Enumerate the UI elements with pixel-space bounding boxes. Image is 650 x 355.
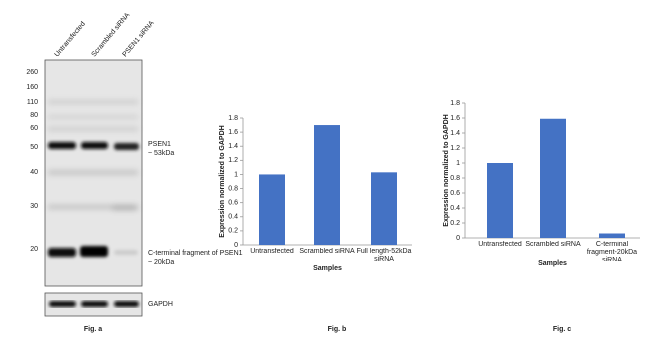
y-tick-label: 0.8 bbox=[228, 185, 238, 192]
x-tick-label: Full length-52kDa siRNA bbox=[356, 248, 412, 263]
x-tick-label: Untransfected bbox=[478, 241, 522, 248]
y-tick-label: 0.6 bbox=[228, 200, 238, 207]
y-axis-title: Expression normalized to GAPDH bbox=[443, 114, 450, 226]
x-tick-label-box: Full length-52kDa siRNA bbox=[356, 248, 412, 263]
band-label: ~ 53kDa bbox=[148, 150, 174, 157]
y-axis-title: Expression normalized to GAPDH bbox=[219, 125, 226, 237]
y-tick-label: 1.2 bbox=[450, 145, 460, 152]
psen1-bands bbox=[48, 142, 139, 257]
x-axis-title: Samples bbox=[538, 260, 567, 267]
y-tick-label: 0.4 bbox=[450, 205, 460, 212]
marker-label: 110 bbox=[27, 99, 38, 106]
bar bbox=[259, 174, 285, 245]
band-label: PSEN1 bbox=[148, 141, 171, 148]
western-blot: Untransfected Scrambled siRNA PSEN1 siRN… bbox=[44, 11, 243, 333]
y-tick-label: 1.4 bbox=[228, 143, 238, 150]
y-tick-label: 1.8 bbox=[228, 115, 238, 122]
x-tick-label: Scrambled siRNA bbox=[299, 248, 355, 255]
figure-caption: Fig. c bbox=[553, 326, 571, 333]
lane-label: PSEN1 siRNA bbox=[122, 19, 156, 58]
band-label: C-terminal fragment of PSEN1 bbox=[148, 250, 243, 257]
x-tick-label: Untransfected bbox=[250, 248, 294, 255]
y-tick-label: 0 bbox=[456, 235, 460, 242]
bar bbox=[314, 125, 340, 245]
bar bbox=[487, 163, 513, 238]
marker-label: 60 bbox=[30, 125, 38, 132]
faint-bands bbox=[48, 100, 138, 210]
marker-label: 30 bbox=[30, 203, 38, 210]
y-tick-label: 0 bbox=[234, 242, 238, 249]
y-tick-label: 0.4 bbox=[228, 214, 238, 221]
lane-label: Untransfected bbox=[54, 21, 87, 59]
x-tick-label: Scrambled siRNA bbox=[525, 241, 581, 248]
y-tick-label: 1.8 bbox=[450, 100, 460, 107]
x-axis-title: Samples bbox=[313, 265, 342, 272]
x-tick-label-box: Untransfected bbox=[250, 248, 294, 255]
gapdh-bands bbox=[49, 301, 139, 307]
y-tick-label: 0.8 bbox=[450, 175, 460, 182]
y-tick-label: 1.4 bbox=[450, 130, 460, 137]
marker-label: 40 bbox=[30, 169, 38, 176]
y-tick-label: 0.2 bbox=[228, 228, 238, 235]
figure-caption: Fig. b bbox=[328, 326, 347, 333]
x-tick-label-box: Scrambled siRNA bbox=[525, 241, 581, 248]
y-tick-label: 0.2 bbox=[450, 220, 460, 227]
x-tick-label-box: Untransfected bbox=[478, 241, 522, 248]
bar bbox=[371, 172, 397, 245]
marker-label: 50 bbox=[30, 144, 38, 151]
marker-label: 80 bbox=[30, 112, 38, 119]
x-tick-label: C-terminal fragment-20kDa siRNA bbox=[586, 241, 638, 261]
band-label: GAPDH bbox=[148, 301, 173, 308]
marker-label: 260 bbox=[26, 69, 38, 76]
band-label: ~ 20kDa bbox=[148, 259, 174, 266]
marker-label: 160 bbox=[26, 84, 38, 91]
y-tick-label: 1.6 bbox=[450, 115, 460, 122]
x-tick-label-box: C-terminal fragment-20kDa siRNA bbox=[586, 241, 638, 261]
y-tick-label: 1 bbox=[234, 171, 238, 178]
y-tick-label: 1.6 bbox=[228, 129, 238, 136]
y-tick-label: 0.6 bbox=[450, 190, 460, 197]
figure-caption: Fig. a bbox=[84, 326, 102, 333]
marker-label: 20 bbox=[30, 246, 38, 253]
y-tick-label: 1 bbox=[456, 160, 460, 167]
x-tick-label-box: Scrambled siRNA bbox=[299, 248, 355, 255]
y-tick-label: 1.2 bbox=[228, 157, 238, 164]
bar bbox=[540, 118, 566, 238]
bar bbox=[599, 233, 625, 238]
